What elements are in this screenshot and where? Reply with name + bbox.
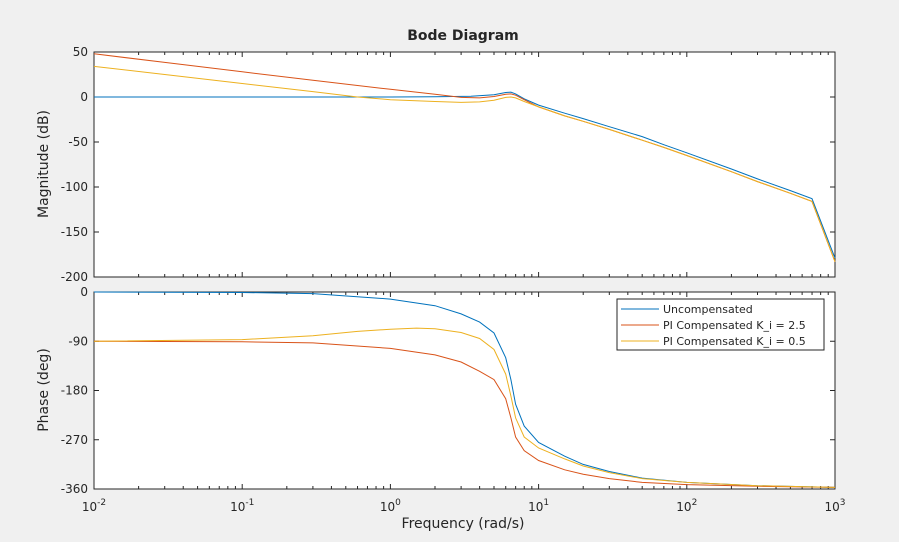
magnitude-series [93, 53, 836, 262]
magnitude-ytick-label: -50 [68, 135, 88, 149]
x-tick-label: 101 [528, 498, 549, 514]
x-tick-exponent: 2 [692, 498, 698, 508]
phase-ytick-label: -270 [61, 433, 88, 447]
phase-series-line-2 [93, 327, 836, 488]
magnitude-ticks: 50 0 -50 -100 -150 -200 [61, 45, 836, 284]
magnitude-series-line-2 [93, 65, 836, 262]
x-tick-label: 100 [380, 498, 401, 514]
legend-label-ki-0-5: PI Compensated K_i = 0.5 [663, 335, 806, 348]
x-tick-label: 102 [676, 498, 697, 514]
x-tick-base: 10 [82, 500, 97, 514]
phase-series-line-0 [93, 291, 836, 488]
legend-label-uncompensated: Uncompensated [663, 303, 753, 316]
x-tick-exponent: 3 [840, 498, 846, 508]
phase-ylabel: Phase (deg) [36, 348, 52, 432]
x-tick-base: 10 [380, 500, 395, 514]
phase-ytick-label: -90 [68, 334, 88, 348]
magnitude-ytick-label: -200 [61, 270, 88, 284]
legend-label-ki-2-5: PI Compensated K_i = 2.5 [663, 319, 806, 332]
magnitude-ytick-label: 50 [73, 45, 88, 59]
chart-title: Bode Diagram [407, 28, 519, 44]
x-tick-label: 103 [824, 498, 845, 514]
phase-ytick-label: 0 [80, 285, 88, 299]
x-tick-exponent: 0 [395, 498, 401, 508]
x-tick-labels: 10-2 10-1 100 101 102 103 [82, 498, 846, 514]
magnitude-ytick-label: -100 [61, 180, 88, 194]
x-tick-base: 10 [676, 500, 691, 514]
magnitude-ytick-label: -150 [61, 225, 88, 239]
x-tick-label: 10-1 [230, 498, 254, 514]
magnitude-ylabel: Magnitude (dB) [36, 110, 52, 218]
phase-ticks: 0 -90 -180 -270 -360 [61, 285, 836, 496]
x-tick-base: 10 [528, 500, 543, 514]
phase-ytick-label: -180 [61, 384, 88, 398]
x-tick-exponent: 1 [543, 498, 549, 508]
x-tick-exponent: -2 [97, 498, 106, 508]
phase-ytick-label: -360 [61, 482, 88, 496]
magnitude-ytick-label: 0 [80, 90, 88, 104]
x-tick-base: 10 [230, 500, 245, 514]
x-tick-exponent: -1 [245, 498, 254, 508]
phase-series [93, 291, 836, 488]
magnitude-axes [93, 51, 836, 278]
phase-series-line-1 [93, 340, 836, 488]
x-tick-base: 10 [824, 500, 839, 514]
x-tick-label: 10-2 [82, 498, 106, 514]
legend: Uncompensated PI Compensated K_i = 2.5 P… [616, 298, 825, 351]
x-axis-label: Frequency (rad/s) [402, 516, 525, 532]
